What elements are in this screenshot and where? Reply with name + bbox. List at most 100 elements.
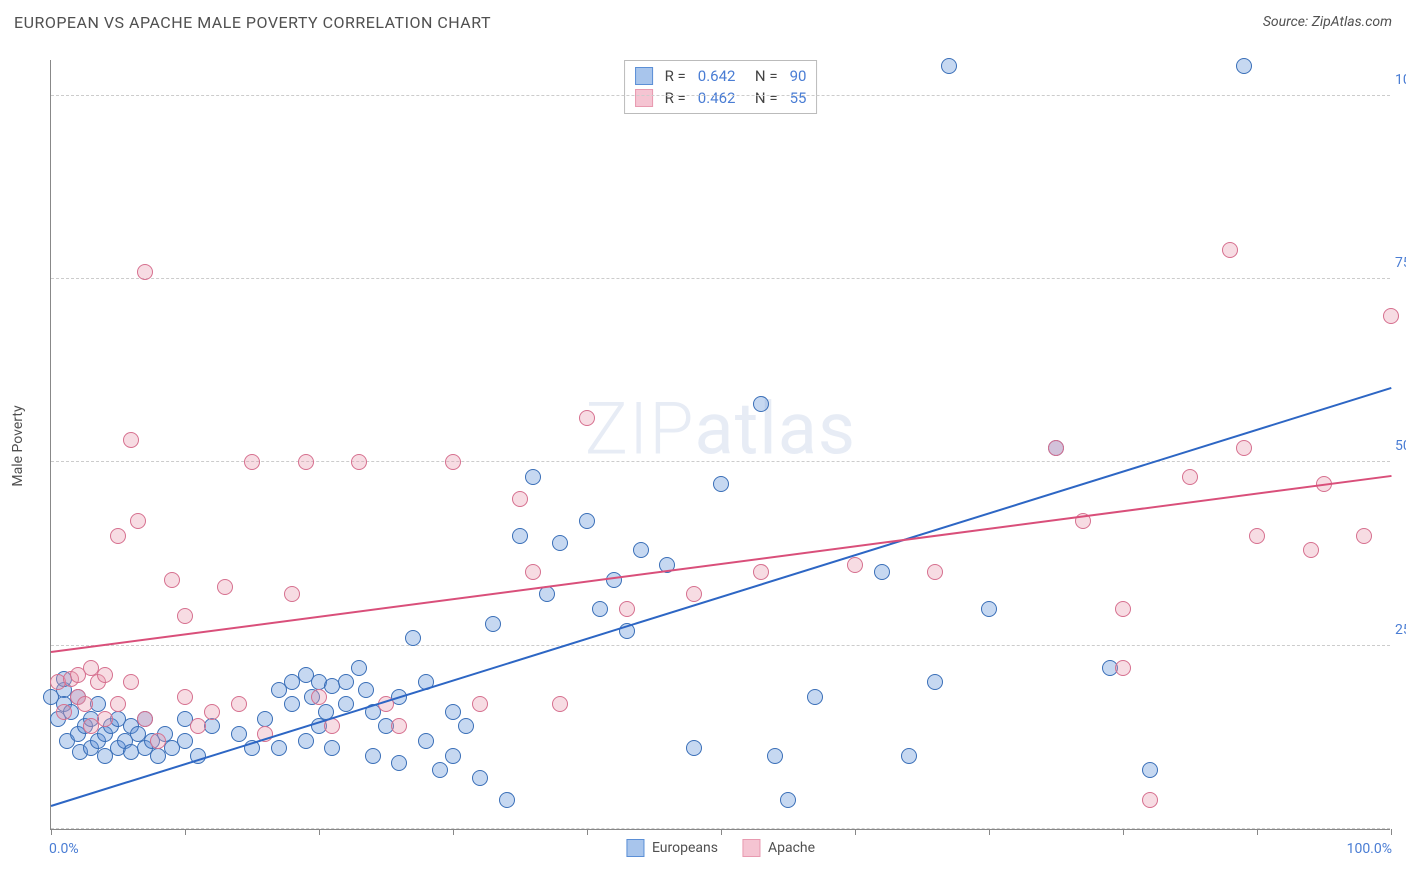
scatter-point — [1303, 542, 1319, 558]
scatter-point — [512, 528, 528, 544]
trendline — [51, 387, 1392, 807]
scatter-point — [981, 601, 997, 617]
scatter-point — [231, 696, 247, 712]
scatter-point — [807, 689, 823, 705]
scatter-point — [123, 432, 139, 448]
n-value-europeans: 90 — [790, 67, 807, 85]
scatter-point — [927, 674, 943, 690]
scatter-point — [351, 454, 367, 470]
scatter-point — [177, 608, 193, 624]
plot-area: ZIPatlas R = 0.642 N = 90 R = 0.462 N = … — [50, 60, 1390, 830]
y-axis-title: Male Poverty — [10, 405, 26, 486]
scatter-point — [1115, 660, 1131, 676]
y-tick-label: 100.0% — [1395, 72, 1406, 88]
swatch-europeans — [635, 67, 653, 85]
scatter-point — [137, 264, 153, 280]
scatter-point — [271, 740, 287, 756]
scatter-point — [901, 748, 917, 764]
x-tick — [1391, 829, 1392, 835]
scatter-point — [458, 718, 474, 734]
scatter-point — [130, 513, 146, 529]
x-tick — [721, 829, 722, 835]
scatter-point — [351, 660, 367, 676]
scatter-point — [525, 564, 541, 580]
scatter-point — [552, 696, 568, 712]
chart-title: EUROPEAN VS APACHE MALE POVERTY CORRELAT… — [14, 13, 491, 32]
scatter-point — [1048, 440, 1064, 456]
n-label: N = — [747, 89, 777, 107]
gridline-h — [51, 278, 1390, 279]
scatter-point — [56, 704, 72, 720]
r-label: R = — [665, 89, 686, 107]
scatter-point — [753, 564, 769, 580]
scatter-point — [445, 704, 461, 720]
scatter-point — [686, 740, 702, 756]
scatter-point — [1115, 601, 1131, 617]
scatter-point — [284, 696, 300, 712]
scatter-point — [137, 711, 153, 727]
scatter-point — [298, 733, 314, 749]
scatter-point — [512, 491, 528, 507]
x-tick — [1123, 829, 1124, 835]
scatter-point — [150, 733, 166, 749]
scatter-point — [231, 726, 247, 742]
scatter-point — [579, 410, 595, 426]
source-link[interactable]: ZipAtlas.com — [1312, 14, 1392, 30]
r-value-apache: 0.462 — [698, 89, 736, 107]
x-tick — [587, 829, 588, 835]
r-value-europeans: 0.642 — [698, 67, 736, 85]
scatter-point — [77, 696, 93, 712]
scatter-point — [592, 601, 608, 617]
gridline-h — [51, 645, 1390, 646]
r-label: R = — [665, 67, 686, 85]
scatter-point — [847, 557, 863, 573]
scatter-point — [1236, 440, 1252, 456]
scatter-point — [941, 58, 957, 74]
scatter-point — [499, 792, 515, 808]
scatter-point — [298, 454, 314, 470]
source-prefix: Source: — [1263, 14, 1308, 30]
x-tick — [1257, 829, 1258, 835]
x-tick — [989, 829, 990, 835]
legend-item-apache: Apache — [742, 839, 815, 857]
x-axis-min-label: 0.0% — [49, 841, 79, 857]
scatter-point — [284, 586, 300, 602]
n-label: N = — [747, 67, 777, 85]
scatter-point — [177, 733, 193, 749]
legend-item-europeans: Europeans — [626, 839, 718, 857]
scatter-point — [1249, 528, 1265, 544]
legend-swatch-apache — [742, 839, 760, 857]
scatter-point — [391, 718, 407, 734]
scatter-point — [753, 396, 769, 412]
header-bar: EUROPEAN VS APACHE MALE POVERTY CORRELAT… — [14, 8, 1392, 36]
swatch-apache — [635, 89, 653, 107]
watermark-text: ZIPatlas — [585, 387, 856, 472]
scatter-point — [472, 696, 488, 712]
scatter-point — [391, 755, 407, 771]
scatter-point — [338, 674, 354, 690]
scatter-point — [552, 535, 568, 551]
y-tick-label: 75.0% — [1395, 255, 1406, 271]
legend-row-europeans: R = 0.642 N = 90 — [635, 65, 807, 87]
scatter-point — [432, 762, 448, 778]
x-tick — [453, 829, 454, 835]
scatter-point — [365, 748, 381, 764]
legend-label-apache: Apache — [768, 840, 815, 856]
scatter-point — [1182, 469, 1198, 485]
scatter-point — [405, 630, 421, 646]
scatter-point — [97, 667, 113, 683]
scatter-point — [311, 689, 327, 705]
correlation-legend: R = 0.642 N = 90 R = 0.462 N = 55 — [624, 60, 818, 114]
legend-label-europeans: Europeans — [652, 840, 718, 856]
x-tick — [855, 829, 856, 835]
source-attribution: Source: ZipAtlas.com — [1263, 14, 1392, 30]
trendline — [51, 475, 1391, 653]
scatter-point — [123, 674, 139, 690]
scatter-point — [190, 718, 206, 734]
scatter-point — [1142, 792, 1158, 808]
scatter-point — [525, 469, 541, 485]
scatter-point — [780, 792, 796, 808]
scatter-point — [579, 513, 595, 529]
scatter-point — [445, 454, 461, 470]
scatter-point — [257, 711, 273, 727]
